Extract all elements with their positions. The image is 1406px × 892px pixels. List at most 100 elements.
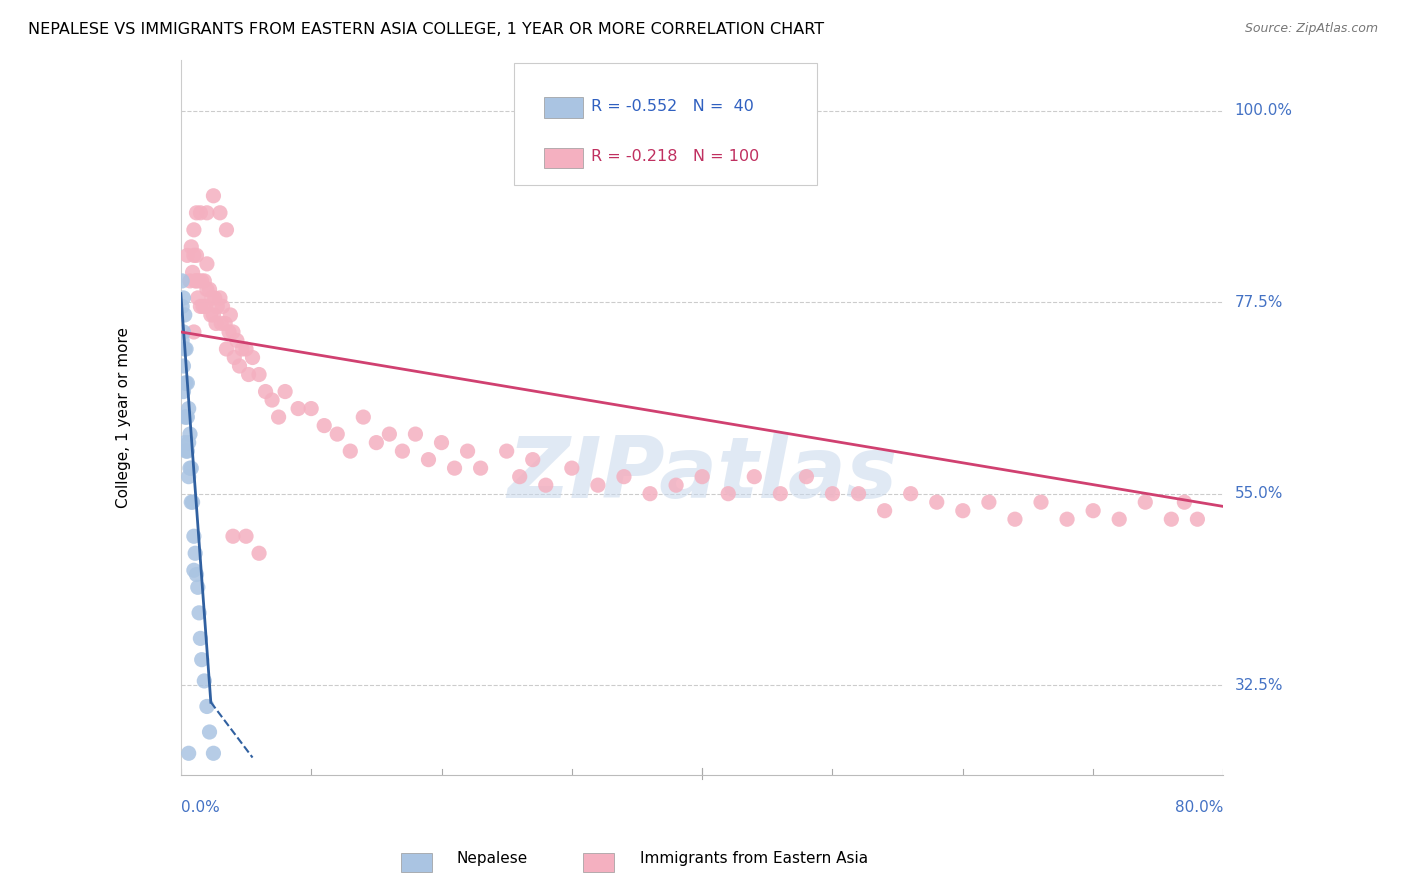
Point <box>173 376 195 390</box>
Point <box>190 632 212 646</box>
Point <box>214 317 236 331</box>
Point <box>186 274 208 288</box>
Point <box>314 418 336 433</box>
Point <box>194 300 217 314</box>
Point <box>235 342 257 356</box>
Point <box>1160 512 1182 526</box>
Point <box>176 248 198 262</box>
Point <box>191 300 214 314</box>
Point <box>208 291 231 305</box>
Point <box>1004 512 1026 526</box>
Point <box>172 359 194 373</box>
Point <box>174 342 197 356</box>
Point <box>274 384 297 399</box>
Point <box>177 746 200 760</box>
Point <box>186 567 208 582</box>
Point <box>209 317 232 331</box>
Text: Nepalese: Nepalese <box>457 851 529 865</box>
Text: R = -0.218   N = 100: R = -0.218 N = 100 <box>591 149 759 164</box>
Point <box>183 529 205 543</box>
Point <box>195 282 218 296</box>
Point <box>222 529 245 543</box>
Point <box>821 486 844 500</box>
Point <box>190 206 212 220</box>
Point <box>247 546 270 560</box>
Point <box>174 376 197 390</box>
Point <box>195 206 218 220</box>
Point <box>717 486 740 500</box>
Point <box>198 725 221 739</box>
Point <box>873 504 896 518</box>
Point <box>173 308 195 322</box>
Point <box>201 291 224 305</box>
Text: College, 1 year or more: College, 1 year or more <box>117 326 131 508</box>
Point <box>1108 512 1130 526</box>
Point <box>204 291 226 305</box>
Point <box>690 469 713 483</box>
Point <box>179 274 201 288</box>
Point <box>1173 495 1195 509</box>
Point <box>1081 504 1104 518</box>
Point <box>176 376 198 390</box>
Point <box>172 291 194 305</box>
Point <box>190 274 212 288</box>
Text: R = -0.552   N =  40: R = -0.552 N = 40 <box>591 99 754 114</box>
Point <box>173 410 195 425</box>
Point <box>247 368 270 382</box>
Point <box>254 384 277 399</box>
Point <box>183 563 205 577</box>
Point <box>509 469 531 483</box>
Point <box>900 486 922 500</box>
Text: 77.5%: 77.5% <box>1234 294 1282 310</box>
Point <box>202 308 225 322</box>
Point <box>172 334 194 348</box>
Point <box>190 300 212 314</box>
Point <box>172 300 194 314</box>
Point <box>208 206 231 220</box>
Point <box>262 392 284 407</box>
Point <box>172 384 194 399</box>
Point <box>522 452 544 467</box>
Point <box>180 461 202 475</box>
Point <box>977 495 1000 509</box>
Point <box>195 699 218 714</box>
Point <box>183 248 205 262</box>
Point <box>925 495 948 509</box>
Point <box>193 673 215 688</box>
Point <box>181 495 204 509</box>
Point <box>172 274 194 288</box>
Point <box>205 317 228 331</box>
Point <box>231 342 253 356</box>
Point <box>391 444 413 458</box>
Point <box>188 274 211 288</box>
Point <box>219 308 242 322</box>
Point <box>188 606 211 620</box>
Point <box>179 427 201 442</box>
Point <box>443 461 465 475</box>
Point <box>1187 512 1209 526</box>
Point <box>418 452 440 467</box>
Point <box>495 444 517 458</box>
Point <box>470 461 492 475</box>
Point <box>430 435 453 450</box>
Point <box>207 300 229 314</box>
Point <box>187 580 209 594</box>
Text: 32.5%: 32.5% <box>1234 678 1284 693</box>
Point <box>378 427 401 442</box>
Bar <box>544 147 583 168</box>
Point <box>202 188 225 202</box>
Point <box>179 461 201 475</box>
Point <box>173 342 195 356</box>
Point <box>174 444 197 458</box>
Point <box>534 478 557 492</box>
Point <box>769 486 792 500</box>
Point <box>215 223 238 237</box>
Bar <box>544 97 583 118</box>
Point <box>457 444 479 458</box>
Point <box>326 427 349 442</box>
Point <box>176 410 198 425</box>
Point <box>222 325 245 339</box>
Text: NEPALESE VS IMMIGRANTS FROM EASTERN ASIA COLLEGE, 1 YEAR OR MORE CORRELATION CHA: NEPALESE VS IMMIGRANTS FROM EASTERN ASIA… <box>28 22 824 37</box>
Point <box>200 308 222 322</box>
Point <box>613 469 636 483</box>
